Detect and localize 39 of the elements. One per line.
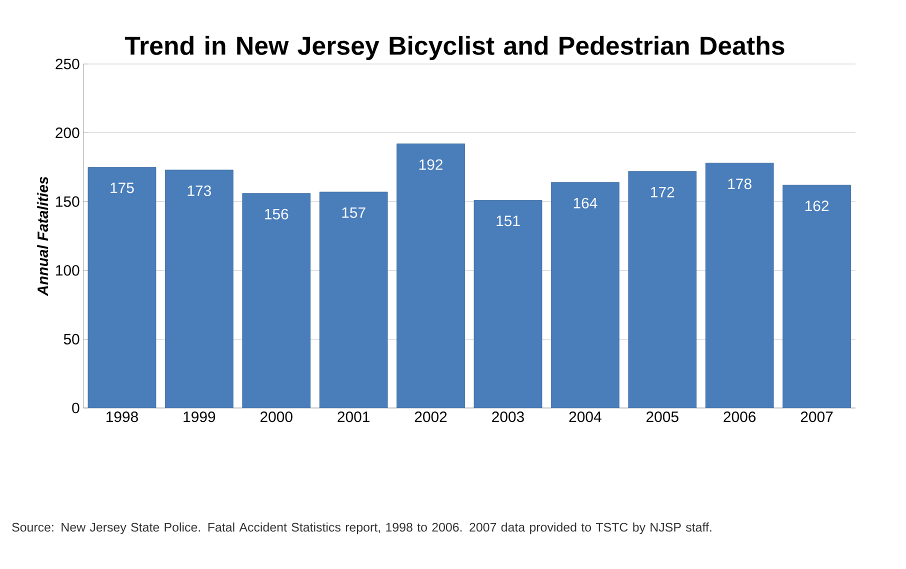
x-tick-label: 2004 [569, 412, 602, 422]
data-label: 192 [419, 159, 443, 170]
x-tick-label: 2001 [338, 412, 370, 422]
data-label: 164 [574, 198, 598, 208]
bar [319, 192, 388, 408]
data-label: 175 [110, 182, 134, 194]
data-label: 178 [728, 178, 752, 190]
bar [242, 193, 311, 408]
y-tick-label: 0 [72, 402, 80, 414]
data-label: 173 [188, 185, 211, 196]
data-label: 151 [496, 216, 520, 226]
data-label: 162 [805, 200, 829, 212]
bar [551, 182, 620, 408]
x-tick-label: 2000 [260, 412, 292, 422]
x-tick-label: 2006 [724, 412, 756, 422]
y-tick-label: 150 [56, 196, 80, 207]
x-tick-label: 2005 [646, 412, 678, 422]
bar [782, 184, 851, 408]
bar [705, 162, 774, 408]
bar [165, 170, 234, 408]
bar [628, 171, 697, 408]
x-tick-label: 1999 [184, 412, 216, 422]
bar [396, 144, 465, 408]
data-label: 156 [265, 208, 288, 220]
data-label: 157 [342, 207, 366, 218]
source-note: Source: New Jersey State Police. Fatal Accident Statistics report, 1998 to 2006. 2007 data provided to TSTC by NJSP staff. [12, 522, 712, 534]
chart-title: Trend in New Jersey Bicyclist and Pedestrian Deaths [124, 36, 784, 60]
y-tick-label: 200 [56, 128, 80, 138]
y-axis-title: Annual Fatalities [37, 176, 48, 296]
bar [88, 166, 156, 408]
bar [474, 200, 542, 408]
y-tick-label: 50 [64, 334, 80, 344]
data-label: 172 [651, 186, 674, 198]
x-tick-label: 2007 [800, 412, 833, 422]
x-tick-label: 2002 [414, 412, 447, 422]
y-tick-label: 250 [56, 58, 80, 70]
x-tick-label: 2003 [492, 412, 524, 422]
y-tick-label: 100 [56, 265, 80, 276]
x-tick-label: 1998 [106, 412, 138, 422]
